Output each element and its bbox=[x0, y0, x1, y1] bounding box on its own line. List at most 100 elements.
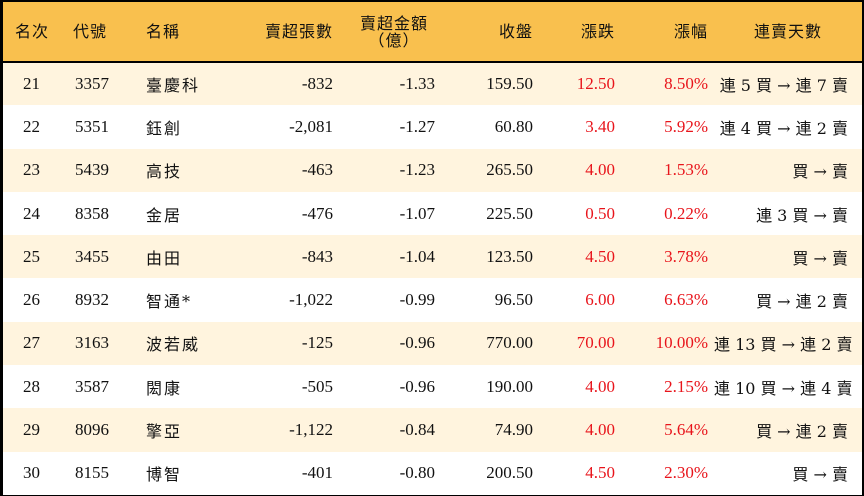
cell-name: 高技 bbox=[146, 162, 183, 182]
cell-rank: 29 bbox=[23, 420, 40, 440]
header-net-sell-amount-line2: （億） bbox=[368, 30, 420, 50]
cell-net-sell-shares: -832 bbox=[301, 74, 333, 94]
table-row: 22 5351 鈺創 -2,081 -1.27 60.80 3.40 5.92%… bbox=[3, 105, 862, 149]
cell-rank: 30 bbox=[23, 463, 40, 483]
cell-close: 96.50 bbox=[494, 290, 533, 310]
cell-rank: 28 bbox=[23, 376, 40, 396]
cell-net-sell-shares: -1,022 bbox=[289, 290, 333, 310]
cell-change-pct: 6.63% bbox=[664, 290, 708, 310]
cell-net-sell-amount: -1.23 bbox=[399, 160, 435, 180]
cell-streak: 買 → 賣 bbox=[792, 465, 848, 485]
cell-streak: 連 5 買 → 連 7 賣 bbox=[719, 76, 848, 96]
cell-change: 4.00 bbox=[585, 376, 615, 396]
cell-code: 3163 bbox=[75, 333, 109, 353]
table-row: 29 8096 擎亞 -1,122 -0.84 74.90 4.00 5.64%… bbox=[3, 408, 862, 452]
cell-net-sell-shares: -401 bbox=[301, 463, 333, 483]
cell-change: 4.50 bbox=[585, 463, 615, 483]
cell-close: 60.80 bbox=[494, 116, 533, 136]
cell-name: 鈺創 bbox=[146, 118, 183, 138]
cell-rank: 24 bbox=[23, 203, 40, 223]
cell-name: 閎康 bbox=[146, 378, 183, 398]
cell-change: 70.00 bbox=[576, 333, 615, 353]
cell-streak: 連 10 買 → 連 4 賣 bbox=[714, 378, 853, 398]
header-net-sell-shares: 賣超張數 bbox=[228, 2, 343, 63]
cell-streak: 連 13 買 → 連 2 賣 bbox=[714, 335, 853, 355]
cell-rank: 21 bbox=[23, 74, 40, 94]
cell-close: 74.90 bbox=[494, 420, 533, 440]
header-streak: 連賣天數 bbox=[714, 2, 862, 63]
cell-rank: 22 bbox=[23, 116, 40, 136]
cell-net-sell-amount: -0.96 bbox=[399, 376, 435, 396]
header-change-pct: 漲幅 bbox=[625, 2, 714, 63]
header-close: 收盤 bbox=[445, 2, 535, 63]
cell-name: 金居 bbox=[146, 205, 183, 225]
cell-code: 3357 bbox=[75, 74, 109, 94]
cell-net-sell-shares: -463 bbox=[301, 160, 333, 180]
cell-streak: 買 → 連 2 賣 bbox=[756, 292, 848, 312]
cell-change: 4.00 bbox=[585, 160, 615, 180]
cell-rank: 27 bbox=[23, 333, 40, 353]
table-row: 21 3357 臺慶科 -832 -1.33 159.50 12.50 8.50… bbox=[3, 62, 862, 106]
cell-change: 12.50 bbox=[576, 74, 615, 94]
cell-change-pct: 2.15% bbox=[664, 376, 708, 396]
table-row: 25 3455 由田 -843 -1.04 123.50 4.50 3.78% … bbox=[3, 235, 862, 279]
header-rank: 名次 bbox=[3, 2, 63, 63]
cell-net-sell-shares: -2,081 bbox=[289, 116, 333, 136]
cell-net-sell-amount: -1.33 bbox=[399, 74, 435, 94]
cell-net-sell-amount: -0.80 bbox=[399, 463, 435, 483]
cell-net-sell-amount: -0.84 bbox=[399, 420, 435, 440]
cell-change-pct: 0.22% bbox=[664, 203, 708, 223]
cell-net-sell-amount: -1.07 bbox=[399, 203, 435, 223]
cell-code: 8932 bbox=[75, 290, 109, 310]
cell-change: 6.00 bbox=[585, 290, 615, 310]
cell-code: 5351 bbox=[75, 116, 109, 136]
cell-change-pct: 10.00% bbox=[655, 333, 708, 353]
cell-close: 123.50 bbox=[486, 246, 533, 266]
cell-name: 由田 bbox=[146, 248, 183, 268]
cell-change-pct: 5.64% bbox=[664, 420, 708, 440]
cell-code: 8358 bbox=[75, 203, 109, 223]
cell-name: 臺慶科 bbox=[146, 76, 201, 96]
cell-close: 770.00 bbox=[486, 333, 533, 353]
table-row: 30 8155 博智 -401 -0.80 200.50 4.50 2.30% … bbox=[3, 451, 862, 495]
cell-net-sell-amount: -0.96 bbox=[399, 333, 435, 353]
cell-streak: 連 4 買 → 連 2 賣 bbox=[719, 118, 848, 138]
cell-code: 8155 bbox=[75, 463, 109, 483]
cell-net-sell-shares: -476 bbox=[301, 203, 333, 223]
cell-change: 3.40 bbox=[585, 116, 615, 136]
cell-name: 波若威 bbox=[146, 335, 201, 355]
table-row: 23 5439 高技 -463 -1.23 265.50 4.00 1.53% … bbox=[3, 148, 862, 192]
cell-net-sell-shares: -1,122 bbox=[289, 420, 333, 440]
cell-change-pct: 1.53% bbox=[664, 160, 708, 180]
header-change: 漲跌 bbox=[535, 2, 625, 63]
cell-streak: 買 → 賣 bbox=[792, 248, 848, 268]
cell-rank: 25 bbox=[23, 246, 40, 266]
cell-change: 0.50 bbox=[585, 203, 615, 223]
cell-streak: 連 3 買 → 賣 bbox=[756, 205, 848, 225]
cell-net-sell-shares: -505 bbox=[301, 376, 333, 396]
cell-close: 265.50 bbox=[486, 160, 533, 180]
cell-net-sell-amount: -1.04 bbox=[399, 246, 435, 266]
cell-code: 3587 bbox=[75, 376, 109, 396]
cell-streak: 買 → 連 2 賣 bbox=[756, 422, 848, 442]
cell-net-sell-shares: -843 bbox=[301, 246, 333, 266]
cell-name: 博智 bbox=[146, 465, 183, 485]
header-code: 代號 bbox=[63, 2, 136, 63]
table-header: 名次 代號 名稱 賣超張數 賣超金額 （億） 收盤 漲跌 漲幅 連賣天數 bbox=[3, 2, 862, 63]
cell-change-pct: 3.78% bbox=[664, 246, 708, 266]
cell-net-sell-shares: -125 bbox=[301, 333, 333, 353]
cell-close: 225.50 bbox=[486, 203, 533, 223]
cell-rank: 23 bbox=[23, 160, 40, 180]
table-row: 24 8358 金居 -476 -1.07 225.50 0.50 0.22% … bbox=[3, 191, 862, 236]
table-body: 21 3357 臺慶科 -832 -1.33 159.50 12.50 8.50… bbox=[3, 62, 862, 495]
cell-change-pct: 8.50% bbox=[664, 74, 708, 94]
cell-change: 4.00 bbox=[585, 420, 615, 440]
table-row: 27 3163 波若威 -125 -0.96 770.00 70.00 10.0… bbox=[3, 321, 862, 366]
cell-name: 智通* bbox=[146, 292, 193, 312]
cell-change-pct: 2.30% bbox=[664, 463, 708, 483]
cell-close: 190.00 bbox=[486, 376, 533, 396]
cell-close: 159.50 bbox=[486, 74, 533, 94]
cell-streak: 買 → 賣 bbox=[792, 162, 848, 182]
cell-name: 擎亞 bbox=[146, 422, 183, 442]
